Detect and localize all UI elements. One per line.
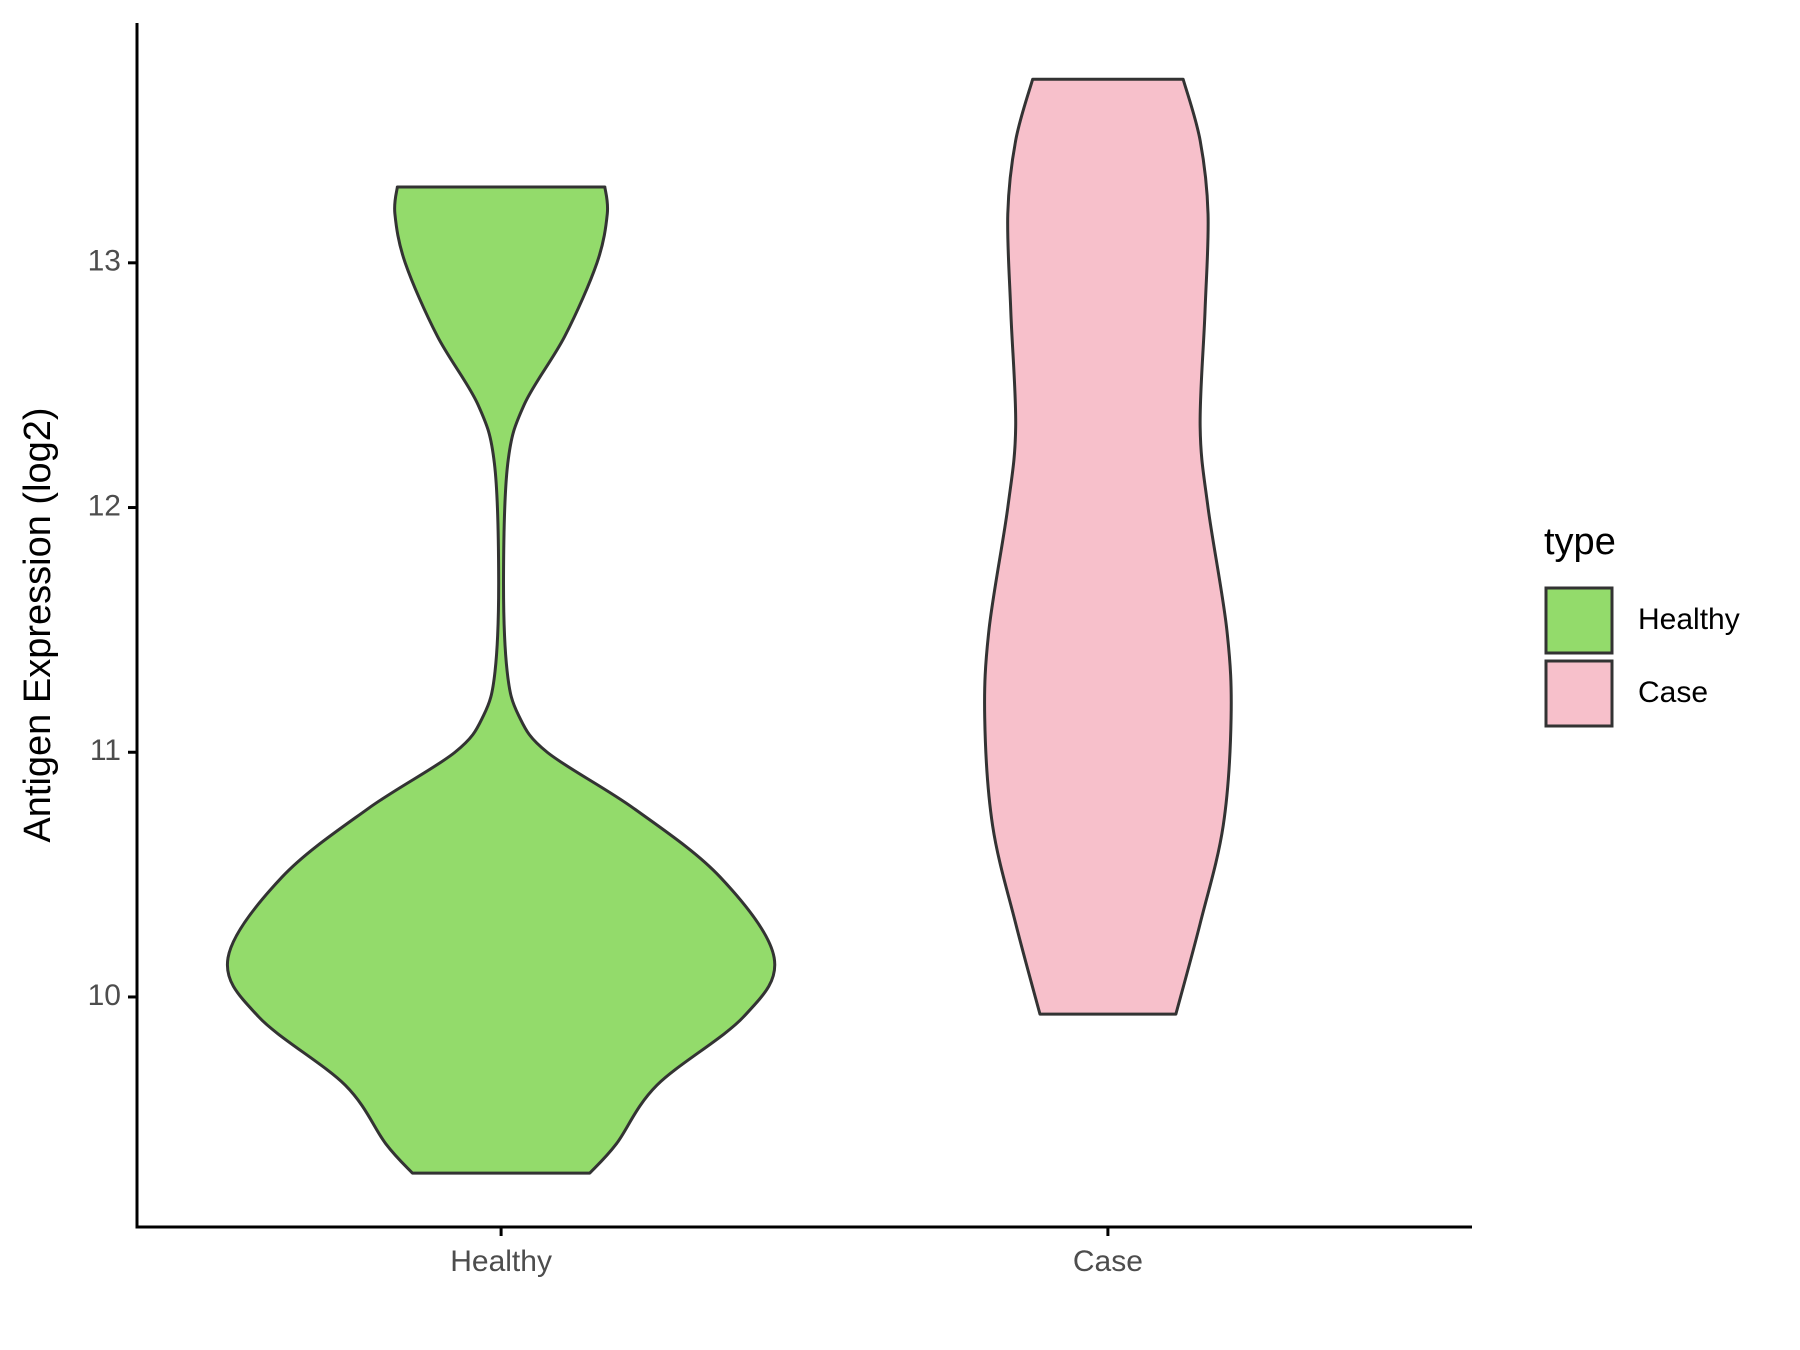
violin	[983, 77, 1233, 1016]
y-tick-label: 11	[90, 734, 121, 767]
y-tick-label: 10	[88, 979, 121, 1012]
x-tick-label: Healthy	[450, 1245, 552, 1278]
y-axis-title: Antigen Expression (log2)	[17, 407, 59, 842]
legend-label: Case	[1638, 676, 1708, 709]
legend-title: type	[1544, 521, 1616, 563]
y-tick-label: 13	[88, 245, 121, 278]
violin	[225, 185, 777, 1175]
x-tick-label: Case	[1073, 1245, 1143, 1278]
legend-key	[1544, 586, 1614, 655]
legend-label: Healthy	[1638, 603, 1740, 636]
legend-key	[1544, 659, 1614, 728]
y-tick-label: 12	[88, 489, 121, 522]
